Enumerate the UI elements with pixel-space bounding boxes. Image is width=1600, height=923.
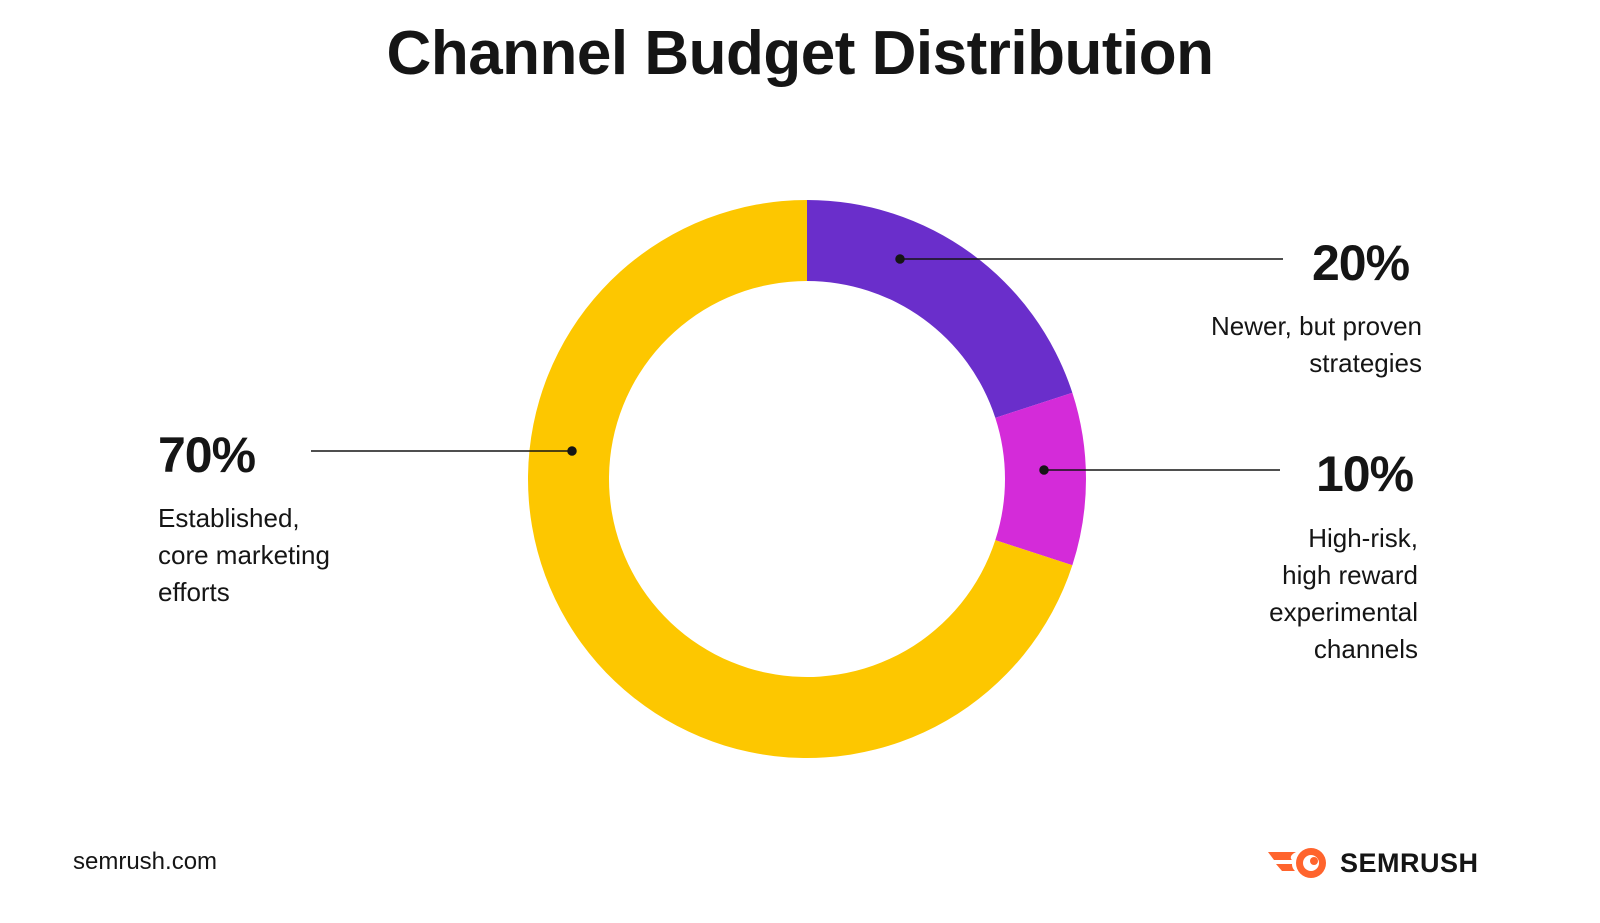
leader-dot-20 — [895, 254, 905, 264]
brand-logo: SEMRUSH — [1266, 846, 1479, 880]
slice-70 — [528, 200, 1073, 758]
leader-dot-70 — [567, 446, 577, 456]
data-label-20: 20% — [1312, 235, 1410, 291]
segment-desc-70: Established, core marketing efforts — [158, 503, 330, 607]
footer-site: semrush.com — [73, 848, 218, 875]
slice-20 — [807, 200, 1073, 418]
semrush-flame-icon — [1268, 848, 1326, 878]
segment-desc-10: High-risk, high reward experimental chan… — [1269, 523, 1418, 664]
chart-title: Channel Budget Distribution — [386, 19, 1214, 88]
segment-desc-20: Newer, but proven strategies — [1210, 311, 1422, 378]
data-label-10: 10% — [1316, 446, 1414, 502]
slice-10 — [995, 392, 1086, 566]
leader-dot-10 — [1039, 465, 1049, 475]
data-label-70: 70% — [158, 427, 256, 483]
brand-name: SEMRUSH — [1340, 847, 1479, 878]
